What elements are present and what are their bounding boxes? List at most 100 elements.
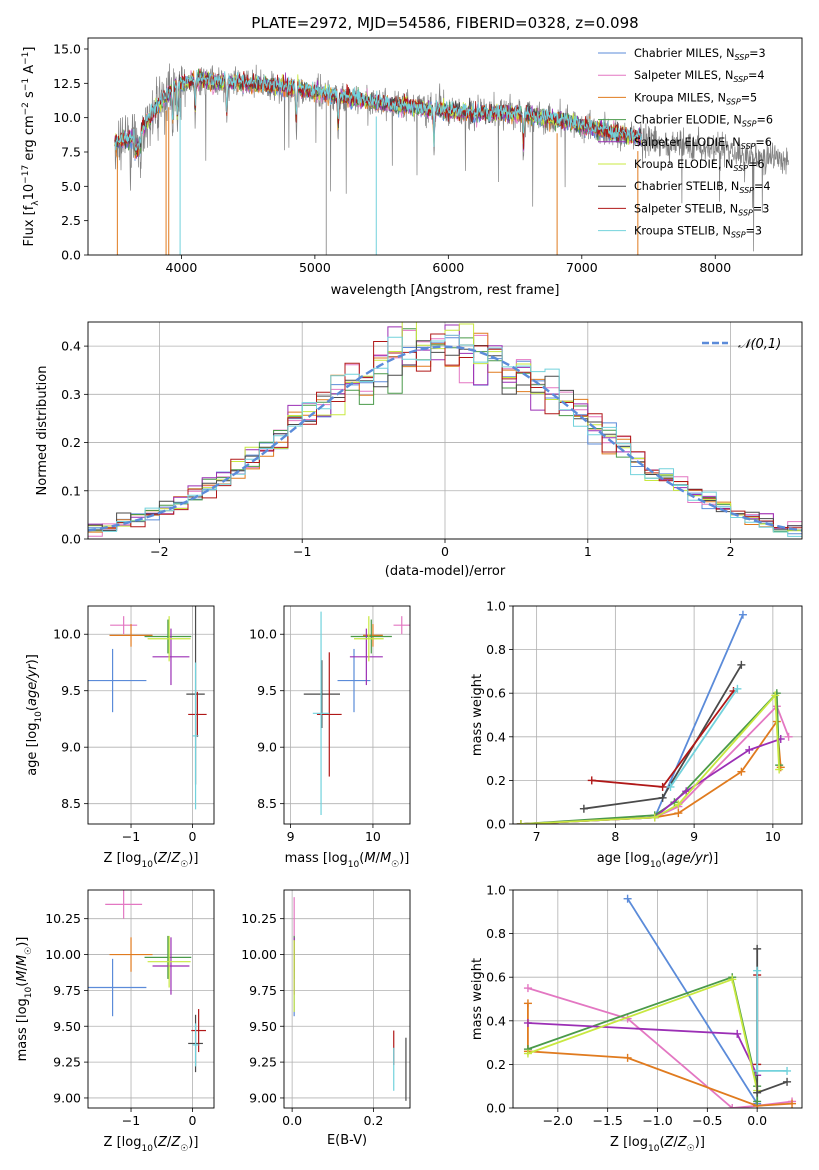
label-part: ☉ <box>687 1144 695 1154</box>
label-part: s <box>22 91 37 102</box>
y-tick-label: 10.00 <box>45 947 81 962</box>
label-part: Z [log <box>610 1135 648 1150</box>
y-tick-label: 0.4 <box>61 339 81 354</box>
marker-chabrier-stelib <box>658 793 667 802</box>
y-tick-label: 9.25 <box>249 1055 277 1070</box>
y-tick-label: 8.5 <box>257 796 277 811</box>
panel-age-vs-z: −1 08.59.09.510.0Z [log10(Z/Z☉)]age [log1… <box>25 605 215 870</box>
y-tick-label: 10.0 <box>53 627 81 642</box>
y-tick-label: 0.0 <box>486 817 506 832</box>
x-tick-label: 7000 <box>566 260 598 275</box>
y-tick-label: 9.0 <box>257 740 277 755</box>
label-part: erg cm <box>22 115 37 164</box>
x-tick-label: 0 <box>189 1113 197 1128</box>
label-part: −1 <box>21 78 31 91</box>
legend-text: Kroupa MILES, N <box>634 91 726 104</box>
y-tick-label: 0.0 <box>486 1101 506 1116</box>
y-tick-label: 2.5 <box>61 213 81 228</box>
x-tick-label: 7 <box>533 829 541 844</box>
errorbar-point-chabrier-miles <box>88 958 147 1017</box>
normal-curve <box>88 345 802 532</box>
errorbar-point-kroupa-elodie <box>147 935 191 988</box>
errorbar-point-salpeter-stelib <box>191 1009 207 1053</box>
label-part: ( <box>25 706 40 711</box>
label-part: / <box>15 965 30 970</box>
y-tick-label: 9.0 <box>61 740 81 755</box>
x-axis-label: (data-model)/error <box>385 564 506 579</box>
x-tick-label: 2 <box>727 544 735 559</box>
x-tick-label: 10 <box>365 829 381 844</box>
legend-sub: SSP <box>726 97 741 106</box>
axes-frame <box>87 605 215 825</box>
x-axis-label: Z [log10(Z/Z☉)] <box>104 1135 199 1154</box>
series-line-kroupa-elodie <box>520 693 781 824</box>
legend-label-kroupa-stelib: Kroupa STELIB, NSSP=3 <box>634 225 762 240</box>
marker-kroupa-miles <box>737 767 746 776</box>
x-tick-label: −1 <box>122 829 140 844</box>
plot-area <box>523 894 797 1108</box>
legend-suffix: =6 <box>755 136 772 149</box>
marker-salpeter-elodie <box>523 1018 532 1027</box>
y-tick-label: 10.25 <box>45 911 81 926</box>
y-tick-label: 9.50 <box>249 1019 277 1034</box>
legend-sub: SSP <box>733 75 748 84</box>
legend-text: Kroupa STELIB, N <box>634 225 731 238</box>
series-line-kroupa-miles <box>527 1003 793 1107</box>
x-axis-label: E(B-V) <box>327 1133 367 1148</box>
label-part: Flux [f <box>22 205 37 246</box>
marker-chabrier-miles <box>623 894 632 903</box>
legend-sub: SSP <box>739 186 754 195</box>
legend-label-chabrier-elodie: Chabrier ELODIE, NSSP=6 <box>634 114 773 129</box>
panel-residuals: 𝒩(0,1) −2 −1 0 1 2 0.0 0.1 0.2 0.3 0.4 (data-model)… <box>35 321 803 579</box>
plot-area <box>303 611 410 815</box>
series-line-kroupa-elodie <box>527 978 759 1091</box>
y-axis-label: mass weight <box>470 958 485 1040</box>
label-part: / <box>167 851 172 866</box>
errorbar-point-chabrier-stelib <box>303 660 340 728</box>
errorbar-point-chabrier-miles <box>88 648 147 713</box>
legend-text: Chabrier STELIB, N <box>634 180 739 193</box>
legend-suffix: =6 <box>756 114 773 127</box>
marker-chabrier-stelib <box>753 1088 762 1097</box>
errorbar-point-salpeter-miles <box>105 890 143 919</box>
label-part: Z <box>170 1135 181 1150</box>
label-part: ☉ <box>24 947 34 955</box>
label-part: age [log <box>597 851 650 866</box>
y-tick-label: 15.0 <box>53 41 81 56</box>
y-tick-label: 0.3 <box>61 387 81 402</box>
label-part: Z <box>677 1135 688 1150</box>
errorbar-point-salpeter-elodie <box>152 937 190 995</box>
legend-label-salpeter-miles: Salpeter MILES, NSSP=4 <box>634 69 765 84</box>
label-part: Z <box>664 1135 675 1150</box>
series-line-chabrier-elodie <box>527 976 759 1102</box>
x-tick-label: 9 <box>287 829 295 844</box>
label-part: 10 <box>648 1144 660 1154</box>
x-tick-label: 8000 <box>699 260 731 275</box>
legend-sub: SSP <box>731 231 746 240</box>
marker-salpeter-miles <box>523 984 532 993</box>
series-line-chabrier-elodie <box>520 691 781 824</box>
series-line-chabrier-miles <box>626 898 758 1105</box>
legend-text: Salpeter MILES, N <box>634 69 733 82</box>
marker-kroupa-elodie <box>775 765 784 774</box>
marker-kroupa-elodie <box>728 975 737 984</box>
label-part: λ <box>31 200 41 206</box>
marker-kroupa-miles <box>523 999 532 1008</box>
label-part: )] <box>188 1135 198 1150</box>
legend-label-salpeter-elodie: Salpeter ELODIE, NSSP=6 <box>634 136 772 151</box>
y-tick-label: 9.00 <box>249 1090 277 1105</box>
x-axis-label: age [log10(age/yr)] <box>597 851 719 870</box>
errorbar-point-salpeter-elodie <box>152 628 190 686</box>
legend-label-chabrier-stelib: Chabrier STELIB, NSSP=4 <box>634 180 771 195</box>
label-part: 10 <box>348 860 360 870</box>
plot-area <box>293 897 407 1101</box>
y-axis-label: Flux [fλ10−17 erg cm−2 s−1 A−1] <box>21 47 41 247</box>
y-tick-label: 9.75 <box>53 983 81 998</box>
axes-frame <box>87 889 215 1109</box>
legend-sub: SSP <box>741 142 756 151</box>
histogram-step-kroupa-stelib <box>88 334 802 537</box>
label-part: ( <box>153 1135 158 1150</box>
